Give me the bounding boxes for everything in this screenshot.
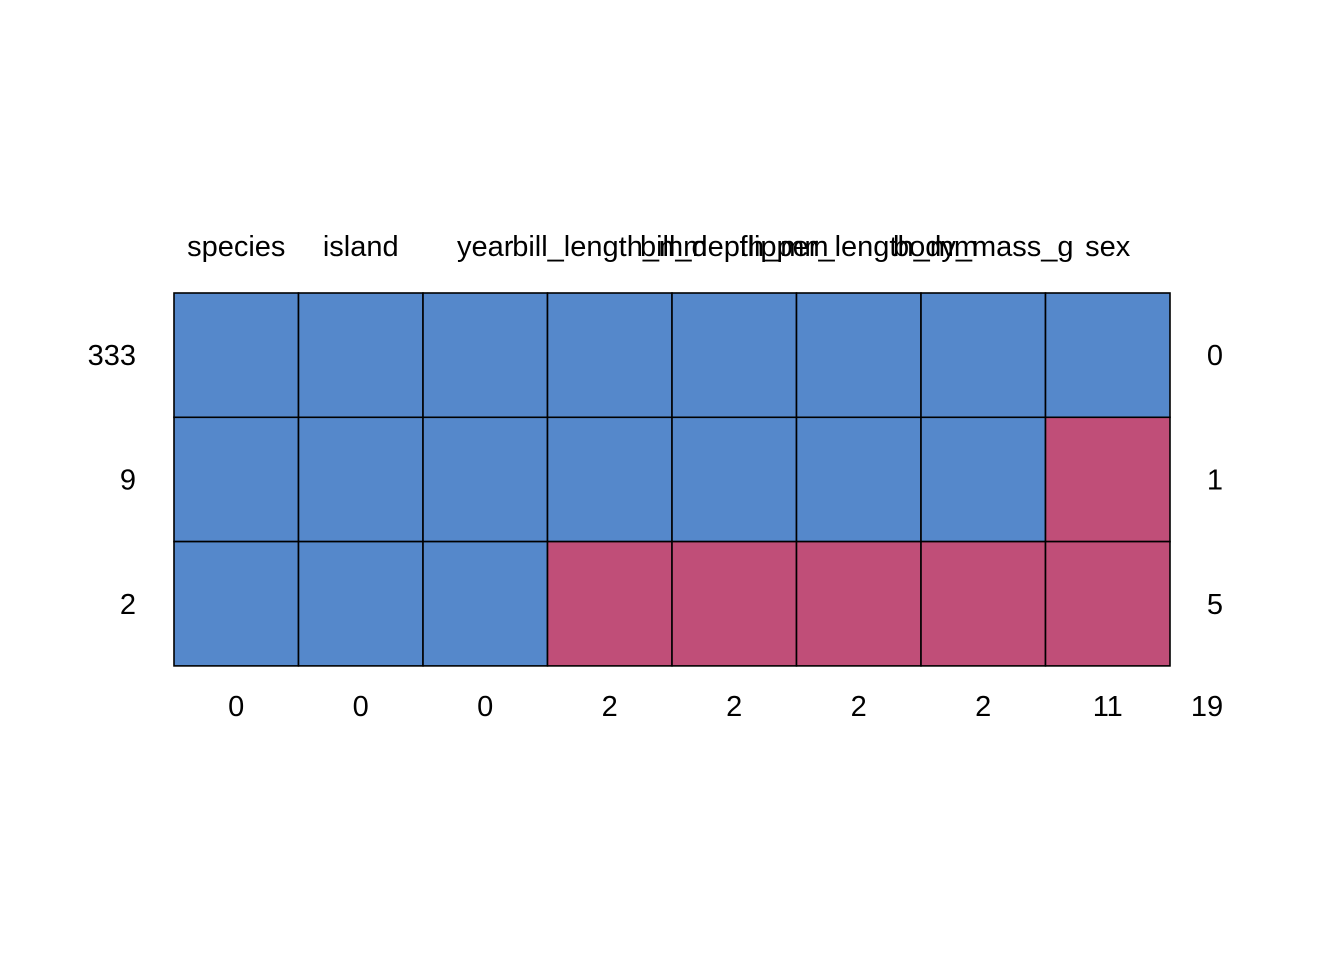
missing-cell	[920, 540, 1047, 667]
missing-cell	[546, 540, 673, 667]
observed-cell	[546, 416, 673, 543]
observed-cell	[422, 416, 549, 543]
variable-missing-total-label: 0	[228, 691, 244, 723]
variable-missing-total-labels: 0 0 0 2 2 2 2 11	[228, 691, 1123, 723]
observed-cell	[422, 292, 549, 419]
variable-label: bill_length_mm	[512, 231, 707, 263]
pattern-grid	[173, 292, 1171, 667]
pattern-missing-count-label: 0	[1207, 340, 1223, 372]
variable-missing-total-label: 2	[851, 691, 867, 723]
observed-cell	[795, 292, 922, 419]
observed-cell	[173, 416, 300, 543]
variable-missing-total-label: 0	[353, 691, 369, 723]
pattern-missing-count-label: 1	[1207, 464, 1223, 496]
variable-missing-total-label: 2	[975, 691, 991, 723]
total-missing-label: 19	[1191, 691, 1223, 723]
pattern-missing-count-label: 5	[1207, 589, 1223, 621]
missing-cell	[1044, 416, 1171, 543]
pattern-count-label: 9	[120, 464, 136, 496]
pattern-count-label: 333	[88, 340, 136, 372]
pattern-count-labels: 333 9 2	[88, 340, 136, 621]
variable-label: year	[457, 231, 514, 263]
observed-cell	[920, 292, 1047, 419]
pattern-count-label: 2	[120, 589, 136, 621]
observed-cell	[671, 416, 798, 543]
missing-cell	[795, 540, 922, 667]
variable-missing-total-label: 2	[602, 691, 618, 723]
pattern-missing-count-labels: 0 1 5	[1207, 340, 1223, 621]
observed-cell	[297, 540, 424, 667]
variable-missing-total-label: 2	[726, 691, 742, 723]
variable-label: species	[187, 231, 285, 263]
variable-label: flipper_length_mm	[739, 231, 978, 263]
observed-cell	[795, 416, 922, 543]
variable-missing-total-label: 11	[1093, 691, 1123, 723]
observed-cell	[1044, 292, 1171, 419]
observed-cell	[920, 416, 1047, 543]
variable-label: bill_depth_mm	[640, 231, 829, 263]
variable-label: sex	[1085, 231, 1131, 263]
variable-label: body_mass_g	[893, 231, 1074, 263]
observed-cell	[546, 292, 673, 419]
observed-cell	[297, 292, 424, 419]
observed-cell	[173, 292, 300, 419]
observed-cell	[297, 416, 424, 543]
observed-cell	[173, 540, 300, 667]
observed-cell	[422, 540, 549, 667]
variable-missing-total-label: 0	[477, 691, 493, 723]
missing-cell	[1044, 540, 1171, 667]
variable-labels: species island yearbill_length_mmbill_dept…	[187, 231, 1131, 263]
missing-cell	[671, 540, 798, 667]
observed-cell	[671, 292, 798, 419]
variable-label: island	[323, 231, 399, 263]
